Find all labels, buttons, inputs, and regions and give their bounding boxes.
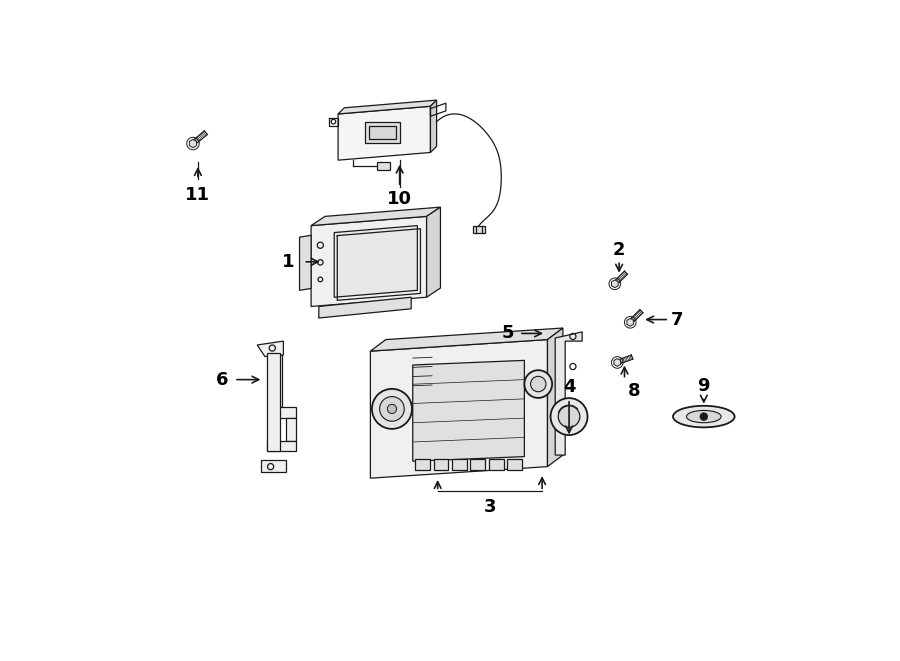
Polygon shape <box>257 341 284 356</box>
Polygon shape <box>334 225 418 297</box>
Polygon shape <box>547 328 562 467</box>
Polygon shape <box>371 328 562 351</box>
Bar <box>365 122 400 143</box>
Circle shape <box>551 398 588 435</box>
Polygon shape <box>189 139 196 147</box>
Circle shape <box>530 376 546 392</box>
Bar <box>434 459 448 470</box>
Polygon shape <box>269 407 296 418</box>
Polygon shape <box>555 332 582 455</box>
Polygon shape <box>427 207 440 297</box>
Polygon shape <box>371 340 547 478</box>
Polygon shape <box>267 353 280 451</box>
Polygon shape <box>311 207 440 225</box>
Text: 6: 6 <box>216 371 229 389</box>
Polygon shape <box>311 216 427 307</box>
Circle shape <box>380 397 404 421</box>
Polygon shape <box>614 358 621 366</box>
Text: 10: 10 <box>387 190 412 208</box>
Polygon shape <box>627 319 634 326</box>
Bar <box>452 459 466 470</box>
Circle shape <box>700 412 707 420</box>
Bar <box>415 459 429 470</box>
Polygon shape <box>413 360 525 461</box>
Text: 11: 11 <box>185 186 211 204</box>
Polygon shape <box>285 418 296 442</box>
Bar <box>369 126 396 139</box>
Circle shape <box>525 370 552 398</box>
Polygon shape <box>261 461 285 472</box>
Ellipse shape <box>673 406 734 428</box>
Bar <box>472 225 485 233</box>
Polygon shape <box>267 442 296 451</box>
Text: 8: 8 <box>628 382 641 400</box>
Polygon shape <box>430 100 436 153</box>
Polygon shape <box>338 100 436 114</box>
Polygon shape <box>338 106 430 160</box>
Text: 2: 2 <box>613 241 626 259</box>
Circle shape <box>558 406 580 428</box>
Circle shape <box>372 389 412 429</box>
Bar <box>376 163 391 170</box>
Text: 4: 4 <box>562 378 575 397</box>
Text: 9: 9 <box>698 377 710 395</box>
Polygon shape <box>611 280 618 288</box>
Polygon shape <box>300 235 311 290</box>
Text: 3: 3 <box>483 498 496 516</box>
Circle shape <box>387 405 397 414</box>
Ellipse shape <box>687 410 721 423</box>
Polygon shape <box>319 297 411 318</box>
Text: 1: 1 <box>282 253 294 271</box>
Bar <box>489 459 504 470</box>
Bar <box>471 459 485 470</box>
Text: 7: 7 <box>670 311 683 329</box>
Text: 5: 5 <box>501 325 514 342</box>
Polygon shape <box>269 355 282 407</box>
Bar <box>508 459 522 470</box>
